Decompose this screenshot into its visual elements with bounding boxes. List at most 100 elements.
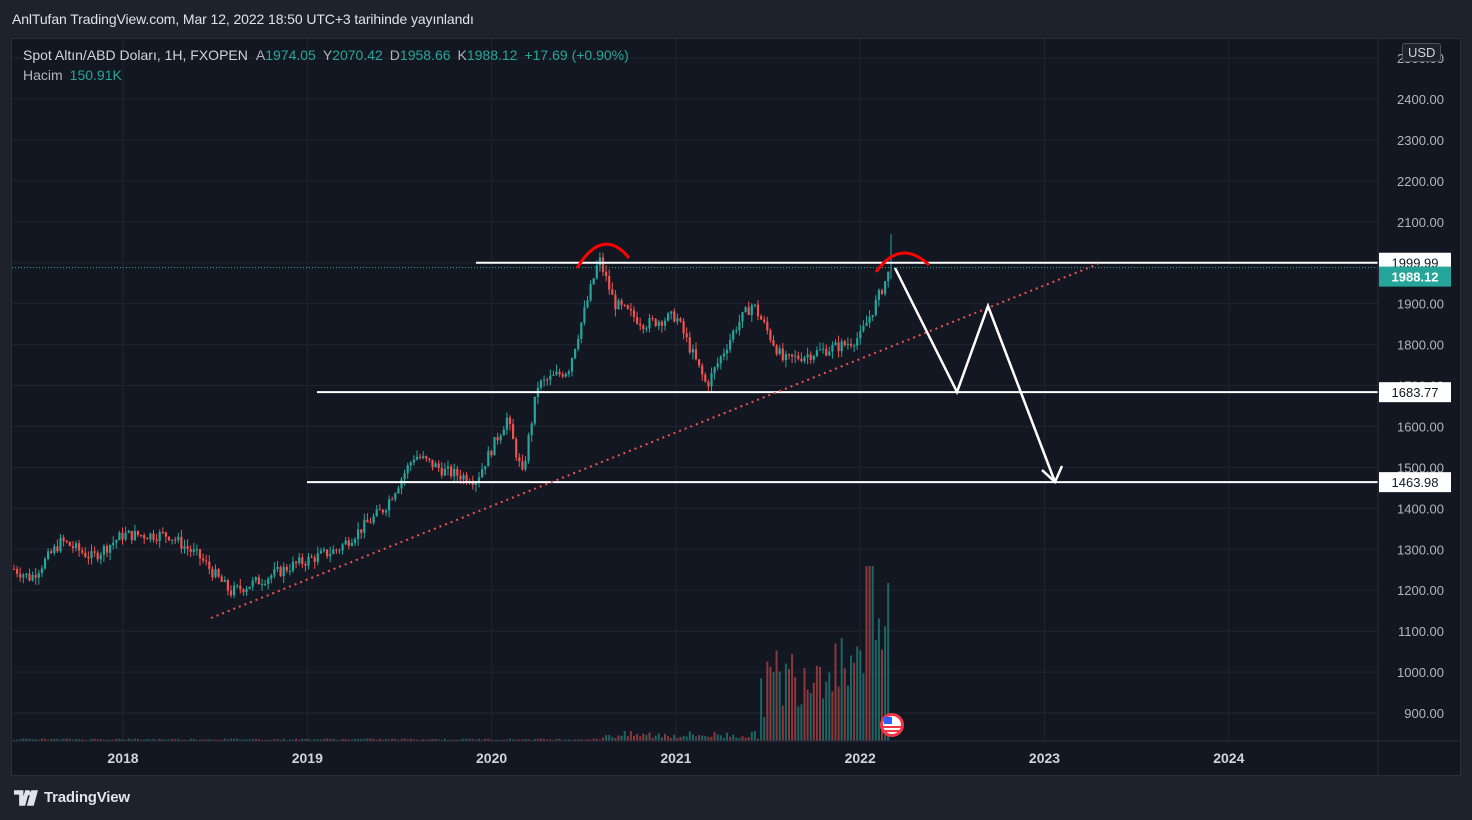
candle-body [298, 557, 301, 564]
y-tick-label: 900.00 [1404, 706, 1444, 721]
volume-bar [99, 739, 102, 741]
volume-bar [264, 739, 267, 741]
candle-body [400, 479, 403, 489]
candle-body [561, 374, 564, 377]
candle-body [505, 417, 508, 430]
candle-body [74, 543, 78, 549]
candle-body [685, 333, 688, 338]
candle-body [837, 342, 840, 352]
volume-bar [527, 739, 530, 741]
volume-value: 150.91K [69, 67, 122, 83]
volume-bar [710, 736, 713, 741]
candle-body [350, 543, 353, 546]
volume-bar [695, 736, 697, 741]
volume-bar [298, 739, 301, 741]
candle-body [326, 549, 329, 557]
candle-body [437, 463, 440, 468]
projection-arrowhead [1041, 465, 1064, 485]
candle-body [152, 533, 155, 540]
candle-body [282, 566, 285, 577]
candle-body [592, 278, 595, 285]
candle-body [518, 457, 521, 462]
candle-body [378, 509, 381, 511]
volume-bar [143, 739, 146, 741]
volume-bar [856, 646, 859, 741]
symbol-title[interactable]: Spot Altın/ABD Doları, 1H, FXOPEN [23, 47, 248, 63]
x-tick-label: 2024 [1213, 750, 1244, 766]
candle-body [34, 575, 37, 578]
volume-bar [713, 731, 716, 741]
candle-body [595, 265, 598, 279]
volume-bar [301, 738, 304, 741]
candle-body [322, 549, 326, 551]
candle-body [434, 463, 437, 468]
candle-body [431, 459, 434, 468]
candle-body [812, 355, 815, 360]
candle-body [220, 576, 223, 582]
volume-bar [642, 733, 645, 741]
candle-body [65, 540, 68, 542]
volume-bar [205, 739, 208, 741]
candle-body [477, 477, 481, 483]
candle-body [140, 535, 143, 537]
candle-body [279, 566, 282, 577]
candle-body [707, 381, 710, 387]
volume-bar [347, 739, 350, 741]
candle-body [781, 348, 784, 361]
volume-bar [180, 739, 183, 741]
y-tick-label: 1900.00 [1397, 297, 1444, 312]
candle-body [409, 462, 412, 466]
candle-body [691, 349, 694, 353]
volume-bar [716, 734, 719, 741]
candle-body [164, 532, 167, 537]
volume-bar [778, 671, 781, 741]
volume-bar [158, 738, 161, 741]
candle-body [853, 345, 856, 347]
candle-body [319, 550, 322, 554]
candle-body [645, 328, 648, 330]
volume-bar [326, 738, 329, 741]
candle-body [245, 588, 248, 593]
volume-bar [800, 704, 803, 741]
volume-bar [242, 739, 245, 741]
tradingview-logo[interactable]: TradingView [14, 789, 130, 806]
volume-bar [447, 739, 449, 741]
volume-bar [19, 739, 22, 741]
candle-body [797, 355, 800, 359]
volume-bar [62, 738, 65, 741]
volume-bar [626, 736, 629, 741]
volume-bar [22, 738, 25, 741]
volume-bar [406, 739, 409, 741]
chart-pane[interactable] [11, 38, 1461, 776]
candle-body [189, 549, 192, 552]
candle-body [533, 396, 536, 424]
candle-body [766, 321, 769, 331]
candle-body [391, 499, 394, 501]
candle-body [186, 546, 189, 550]
candle-body [481, 469, 484, 478]
y-tick-label: 2400.00 [1397, 92, 1444, 107]
volume-bar [595, 738, 598, 741]
volume-bar [536, 738, 539, 741]
candle-body [840, 341, 843, 352]
volume-bar [753, 731, 756, 741]
volume-bar [611, 737, 614, 741]
candle-body [384, 510, 388, 513]
volume-bar [862, 673, 865, 741]
candle-body [856, 338, 859, 346]
currency-button[interactable]: USD [1402, 43, 1442, 62]
volume-bar [270, 739, 273, 741]
y-tick-label: 2100.00 [1397, 215, 1444, 230]
candle-body [136, 530, 140, 536]
candle-body [831, 345, 834, 352]
volume-bar [130, 739, 133, 741]
candle-body [115, 540, 118, 543]
volume-bar [316, 739, 319, 741]
volume-bar [775, 650, 778, 741]
volume-bar [648, 732, 651, 741]
volume-bar [651, 737, 654, 741]
candle-body [577, 338, 580, 349]
candle-body [474, 482, 477, 485]
volume-bar [679, 736, 682, 741]
